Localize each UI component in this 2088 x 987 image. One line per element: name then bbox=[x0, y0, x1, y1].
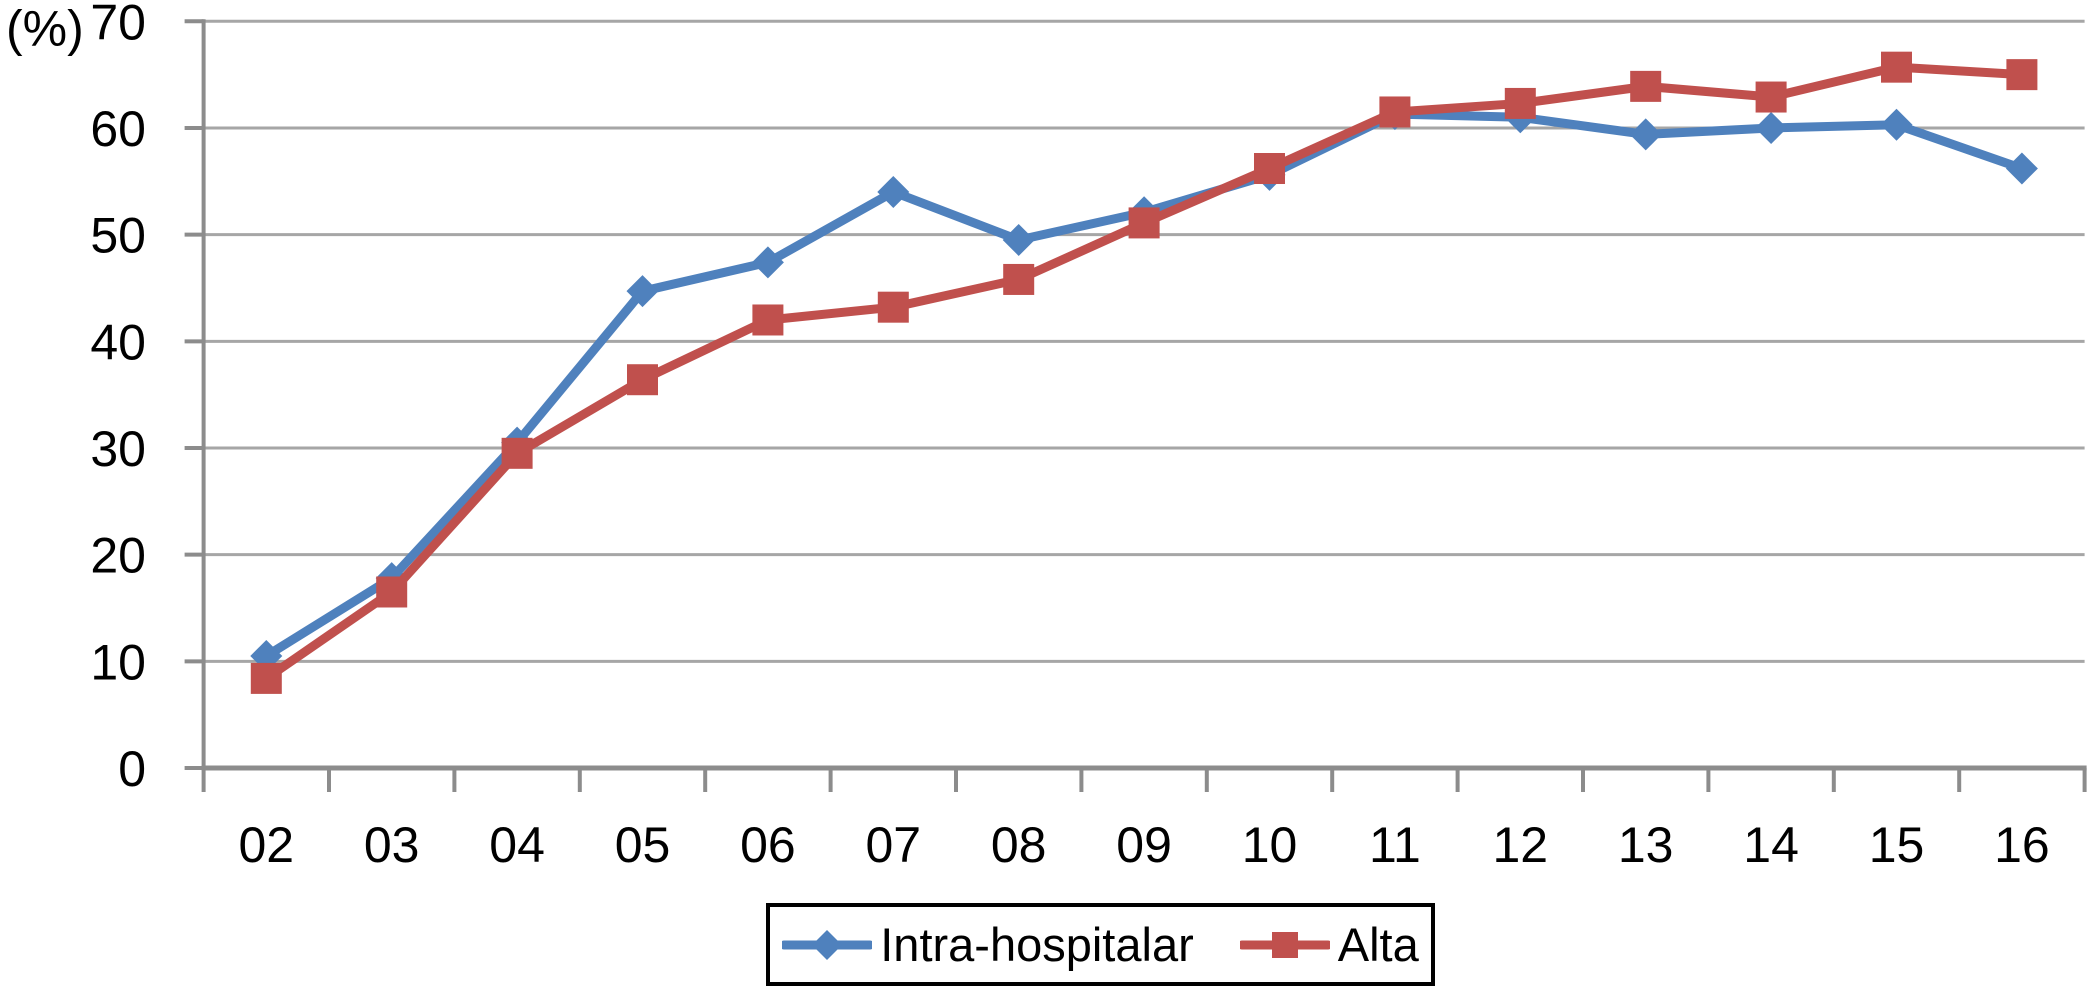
x-tick-label-04: 04 bbox=[489, 817, 545, 873]
marker-alta-16 bbox=[2006, 59, 2038, 91]
series-intra-hospitalar bbox=[250, 98, 2038, 672]
x-tick-label-09: 09 bbox=[1116, 817, 1172, 873]
x-tick-label-10: 10 bbox=[1242, 817, 1298, 873]
legend-sample-alta bbox=[1239, 931, 1330, 958]
marker-alta-14 bbox=[1755, 81, 1787, 113]
y-tick-label-0: 0 bbox=[118, 741, 146, 797]
marker-alta-12 bbox=[1504, 87, 1536, 119]
legend: Intra-hospitalar Alta bbox=[766, 903, 1435, 986]
x-tick-label-12: 12 bbox=[1492, 817, 1548, 873]
marker-intra-hospitalar-06 bbox=[751, 246, 784, 279]
legend-item-intra-hospitalar: Intra-hospitalar bbox=[782, 921, 1194, 968]
marker-intra-hospitalar-08 bbox=[1002, 223, 1035, 256]
x-tick-label-08: 08 bbox=[991, 817, 1047, 873]
x-tick-label-16: 16 bbox=[1994, 817, 2050, 873]
x-tick-label-11: 11 bbox=[1369, 817, 1421, 873]
y-tick-label-10: 10 bbox=[90, 634, 146, 690]
x-tick-label-13: 13 bbox=[1618, 817, 1674, 873]
marker-intra-hospitalar-16 bbox=[2005, 152, 2038, 185]
marker-alta-04 bbox=[501, 437, 533, 469]
y-tick-label-50: 50 bbox=[90, 208, 146, 264]
series-alta bbox=[250, 51, 2038, 694]
marker-alta-08 bbox=[1003, 263, 1035, 295]
x-tick-label-15: 15 bbox=[1869, 817, 1925, 873]
marker-alta-13 bbox=[1630, 70, 1662, 102]
legend-marker-square-icon bbox=[1271, 931, 1298, 958]
marker-alta-02 bbox=[250, 662, 282, 694]
marker-intra-hospitalar-13 bbox=[1629, 118, 1662, 151]
marker-alta-11 bbox=[1379, 96, 1411, 128]
series-line-intra-hospitalar bbox=[261, 109, 2027, 661]
legend-sample-intra-hospitalar bbox=[782, 929, 873, 960]
x-tick-label-05: 05 bbox=[615, 817, 671, 873]
marker-intra-hospitalar-15 bbox=[1880, 108, 1913, 141]
y-tick-label-30: 30 bbox=[90, 421, 146, 477]
y-tick-label-40: 40 bbox=[90, 314, 146, 370]
legend-item-alta: Alta bbox=[1239, 918, 1419, 971]
marker-alta-03 bbox=[376, 576, 408, 608]
marker-alta-10 bbox=[1254, 153, 1285, 185]
marker-alta-05 bbox=[627, 364, 658, 396]
x-tick-label-14: 14 bbox=[1743, 817, 1799, 873]
marker-alta-15 bbox=[1881, 51, 1912, 83]
x-tick-label-07: 07 bbox=[865, 817, 921, 873]
x-tick-label-03: 03 bbox=[364, 817, 420, 873]
y-axis-unit-label: (%) bbox=[6, 0, 84, 56]
y-tick-label-60: 60 bbox=[90, 101, 146, 157]
legend-marker-diamond-icon bbox=[812, 929, 843, 960]
marker-alta-07 bbox=[877, 291, 909, 323]
series-line-alta bbox=[261, 62, 2027, 683]
y-tick-label-70: 70 bbox=[90, 0, 146, 50]
legend-label-alta: Alta bbox=[1337, 918, 1419, 971]
x-tick-label-02: 02 bbox=[238, 817, 294, 873]
legend-label-intra-hospitalar: Intra-hospitalar bbox=[880, 918, 1194, 971]
y-tick-label-20: 20 bbox=[90, 528, 146, 584]
marker-intra-hospitalar-07 bbox=[877, 175, 910, 208]
marker-intra-hospitalar-14 bbox=[1755, 111, 1788, 144]
marker-alta-06 bbox=[752, 304, 784, 336]
x-tick-label-06: 06 bbox=[740, 817, 796, 873]
marker-alta-09 bbox=[1128, 207, 1160, 239]
marker-intra-hospitalar-05 bbox=[626, 275, 659, 308]
